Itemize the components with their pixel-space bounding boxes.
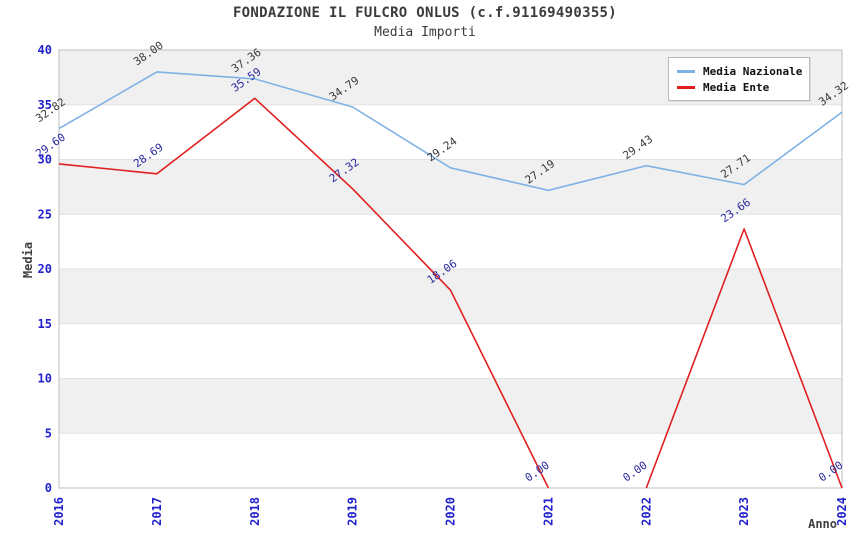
x-tick-label: 2022 — [639, 497, 653, 526]
series-line-media-nazionale — [58, 71, 843, 192]
x-tick-label: 2023 — [737, 497, 751, 526]
grid-band — [59, 269, 842, 324]
legend-item-media-nazionale: Media Nazionale — [677, 63, 803, 79]
y-tick-label: 5 — [45, 426, 52, 440]
y-tick-label: 15 — [38, 317, 52, 331]
x-tick-label: 2018 — [248, 497, 262, 526]
legend-label: Media Ente — [703, 80, 770, 94]
legend-box: Media Nazionale Media Ente — [668, 57, 810, 101]
y-tick-label: 20 — [38, 262, 52, 276]
chart-title: FONDAZIONE IL FULCRO ONLUS (c.f.91169490… — [232, 5, 618, 21]
y-tick-label: 0 — [45, 481, 52, 495]
y-tick-label: 25 — [38, 207, 52, 221]
plot-border — [58, 49, 843, 489]
x-tick-label: 2019 — [346, 497, 360, 526]
chart-subtitle: Media Importi — [374, 25, 476, 40]
data-label: 0.00 — [621, 459, 650, 485]
x-tick-label: 2020 — [444, 497, 458, 526]
grid-band — [59, 378, 842, 434]
x-tick-label: 2021 — [541, 497, 555, 526]
x-axis-title: Anno — [808, 517, 837, 531]
series-line-media-ente — [645, 228, 843, 489]
data-label: 0.00 — [816, 459, 845, 485]
data-label: 0.00 — [523, 459, 552, 485]
x-tick-label: 2016 — [52, 497, 66, 526]
series-line-media-ente — [58, 97, 550, 489]
x-tick-label: 2017 — [150, 497, 164, 526]
y-tick-label: 10 — [38, 372, 52, 386]
y-tick-label: 30 — [38, 153, 52, 167]
legend-item-media-ente: Media Ente — [677, 79, 801, 95]
grid-band — [59, 159, 842, 215]
data-label: 29.43 — [621, 133, 656, 163]
y-tick-label: 35 — [38, 98, 52, 112]
legend-label: Media Nazionale — [703, 64, 803, 78]
x-tick-label: 2024 — [835, 497, 849, 526]
blue-line-swatch-icon — [677, 69, 695, 73]
red-line-swatch-icon — [677, 85, 695, 89]
y-tick-label: 40 — [38, 43, 52, 57]
